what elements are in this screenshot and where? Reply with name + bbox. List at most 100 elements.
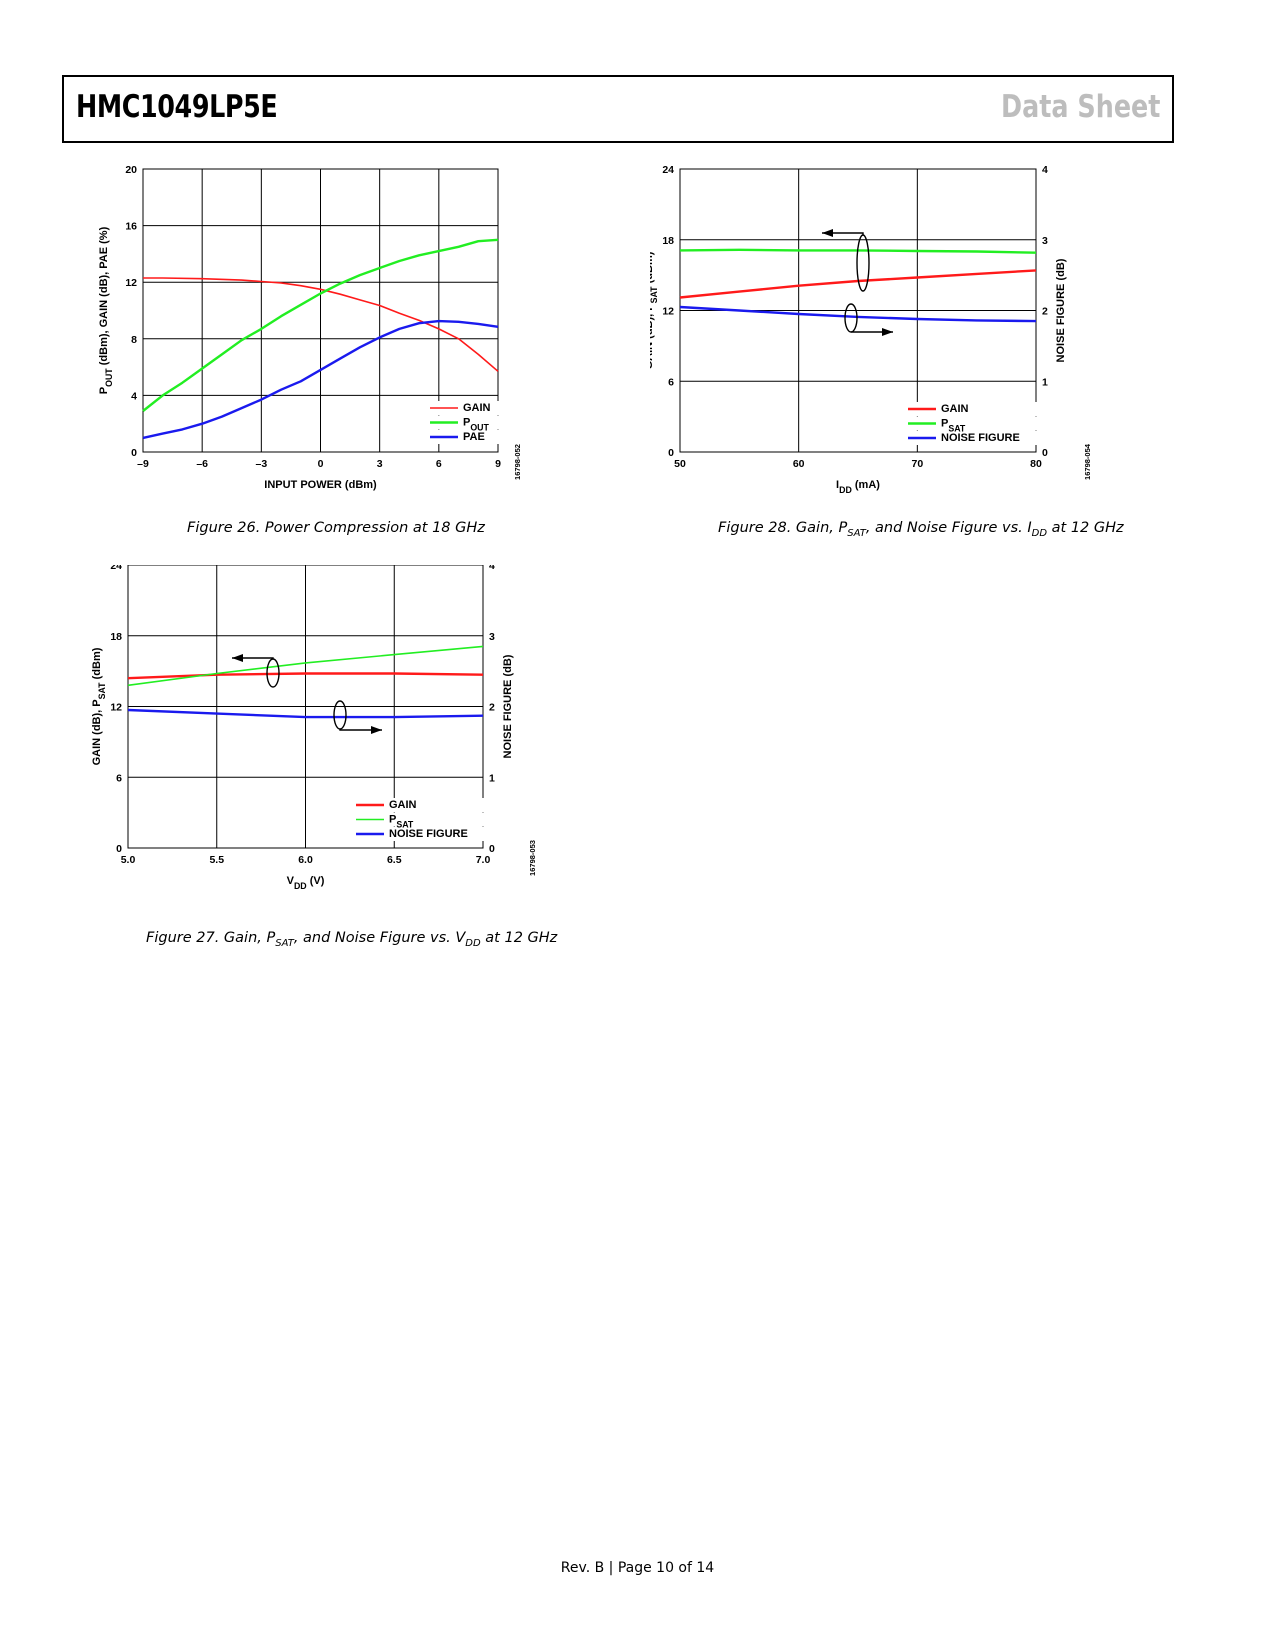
y2-tick-label: 4	[1042, 164, 1048, 176]
x-tick-label: –3	[255, 458, 267, 470]
y2-tick-label: 3	[1042, 235, 1048, 247]
x-tick-label: 6.5	[387, 854, 402, 866]
x-tick-label: 70	[911, 458, 923, 470]
legend-label: GAIN	[463, 402, 491, 414]
fig26-chart: –9 –6 –3 0 3 6 9 0 4 8 12 16 20 INPUT POWER (dBm) POUT…	[98, 164, 550, 491]
legend-bg	[424, 401, 550, 415]
y2-tick-label: 2	[1042, 306, 1048, 318]
series-line-gain	[143, 277, 499, 372]
figure-27: 5.0 5.5 6.0 6.5 7.0 0 0 6 1 12 2 18 3 24 4 VDD (V) GAIN …	[80, 565, 570, 920]
series-line-pae	[142, 319, 499, 440]
y-tick-label: 12	[662, 306, 674, 318]
series-line-pout	[142, 238, 499, 412]
y-axis-label: POUT (dBm), GAIN (dB), PAE (%)	[98, 226, 114, 394]
axis-indicator-ellipse	[856, 234, 870, 292]
x-tick-label: 60	[793, 458, 805, 470]
figure-26-caption: Figure 26. Power Compression at 18 GHz	[187, 520, 485, 536]
axis-indicator-arrow-line	[339, 729, 382, 731]
axis-indicator-arrowhead	[371, 726, 382, 734]
legend-bg	[902, 402, 1048, 416]
series-line-noise-figure	[679, 305, 1037, 323]
figure-28: 50 60 70 80 0 0 6 1 12 2 18 3 24 4 IDD (mA) GAIN (dB), …	[650, 160, 1140, 510]
y2-tick-label: 4	[489, 565, 495, 572]
x-tick-label: 0	[318, 458, 324, 470]
y2-tick-label: 1	[1042, 376, 1048, 388]
y-tick-label: 24	[110, 565, 122, 572]
x-axis-label: INPUT POWER (dBm)	[264, 479, 377, 491]
y-tick-label: 4	[131, 390, 137, 402]
x-axis-label: VDD (V)	[287, 875, 325, 891]
x-tick-label: –6	[196, 458, 208, 470]
axis-indicator-arrow-line	[822, 232, 864, 235]
y2-tick-label: 1	[489, 772, 495, 784]
y-tick-label: 12	[110, 702, 122, 714]
caption-sub: DD	[1031, 527, 1048, 539]
y-tick-label: 6	[668, 376, 674, 388]
legend-bg	[424, 415, 550, 430]
plot-frame	[127, 565, 484, 849]
figure-26: –9 –6 –3 0 3 6 9 0 4 8 12 16 20 INPUT POWER (dBm) POUT…	[95, 160, 550, 510]
axis-indicator-arrow-line	[232, 657, 274, 659]
legend-bg	[350, 827, 496, 841]
y-axis-label: GAIN (dB), PSAT (dBm)	[650, 251, 659, 369]
legend-bg	[350, 798, 496, 812]
y-tick-label: 18	[110, 631, 122, 643]
y-tick-label: 0	[131, 447, 137, 459]
legend-bg	[902, 431, 1048, 445]
doc-type: Data Sheet	[1000, 89, 1160, 125]
y2-axis-label: NOISE FIGURE (dB)	[502, 654, 514, 758]
caption-text: Figure 27. Gain, P	[146, 930, 276, 946]
legend-bg	[424, 430, 550, 444]
x-tick-label: 5.0	[121, 854, 136, 866]
legend-label: GAIN	[389, 799, 417, 811]
legend-label: GAIN	[941, 403, 969, 415]
legend-label: NOISE FIGURE	[389, 828, 468, 840]
plot-frame	[142, 168, 499, 453]
figure-code: 16798-053	[528, 840, 537, 876]
figure-28-caption: Figure 28. Gain, PSAT, and Noise Figure …	[718, 520, 1124, 539]
x-tick-label: 7.0	[476, 854, 491, 866]
caption-text: , and Noise Figure vs. I	[865, 520, 1032, 536]
page-footer: Rev. B | Page 10 of 14	[560, 1560, 715, 1576]
y-axis-label: GAIN (dB), PSAT (dBm)	[91, 647, 107, 765]
y-tick-label: 8	[131, 334, 137, 346]
y-tick-label: 18	[662, 235, 674, 247]
x-tick-label: 80	[1030, 458, 1042, 470]
y-tick-label: 6	[116, 772, 122, 784]
y2-tick-label: 0	[1042, 447, 1048, 459]
legend-label: NOISE FIGURE	[941, 432, 1020, 444]
legend-bg	[350, 812, 496, 827]
y2-tick-label: 0	[489, 843, 495, 855]
legend-label: POUT	[463, 417, 490, 433]
caption-sub: SAT	[847, 527, 866, 539]
x-tick-label: –9	[137, 458, 149, 470]
y-tick-label: 0	[116, 843, 122, 855]
legend-label: PSAT	[941, 418, 966, 434]
y-tick-label: 12	[125, 277, 137, 289]
caption-sub: DD	[465, 937, 481, 949]
figure-27-caption: Figure 27. Gain, PSAT, and Noise Figure …	[146, 930, 557, 949]
axis-indicator-ellipse	[844, 303, 858, 333]
caption-text: , and Noise Figure vs. V	[293, 930, 466, 946]
y-tick-label: 24	[662, 164, 674, 176]
plot-frame	[679, 168, 1037, 453]
y2-tick-label: 2	[489, 702, 495, 714]
part-number: HMC1049LP5E	[76, 89, 278, 125]
axis-indicator-arrowhead	[882, 328, 893, 336]
x-axis-label: IDD (mA)	[836, 479, 880, 495]
legend-bg	[902, 416, 1048, 431]
axis-indicator-arrowhead	[822, 229, 833, 237]
axis-indicator-ellipse	[333, 700, 347, 730]
x-tick-label: 6	[436, 458, 442, 470]
y-tick-label: 20	[125, 164, 137, 176]
x-tick-label: 50	[674, 458, 686, 470]
series-line-noise-figure	[127, 708, 484, 719]
figure-code: 16798-054	[1083, 443, 1092, 480]
x-tick-label: 6.0	[298, 854, 313, 866]
x-tick-label: 9	[495, 458, 501, 470]
y2-tick-label: 3	[489, 631, 495, 643]
y-tick-label: 16	[125, 221, 137, 233]
series-line-psat	[127, 645, 484, 687]
